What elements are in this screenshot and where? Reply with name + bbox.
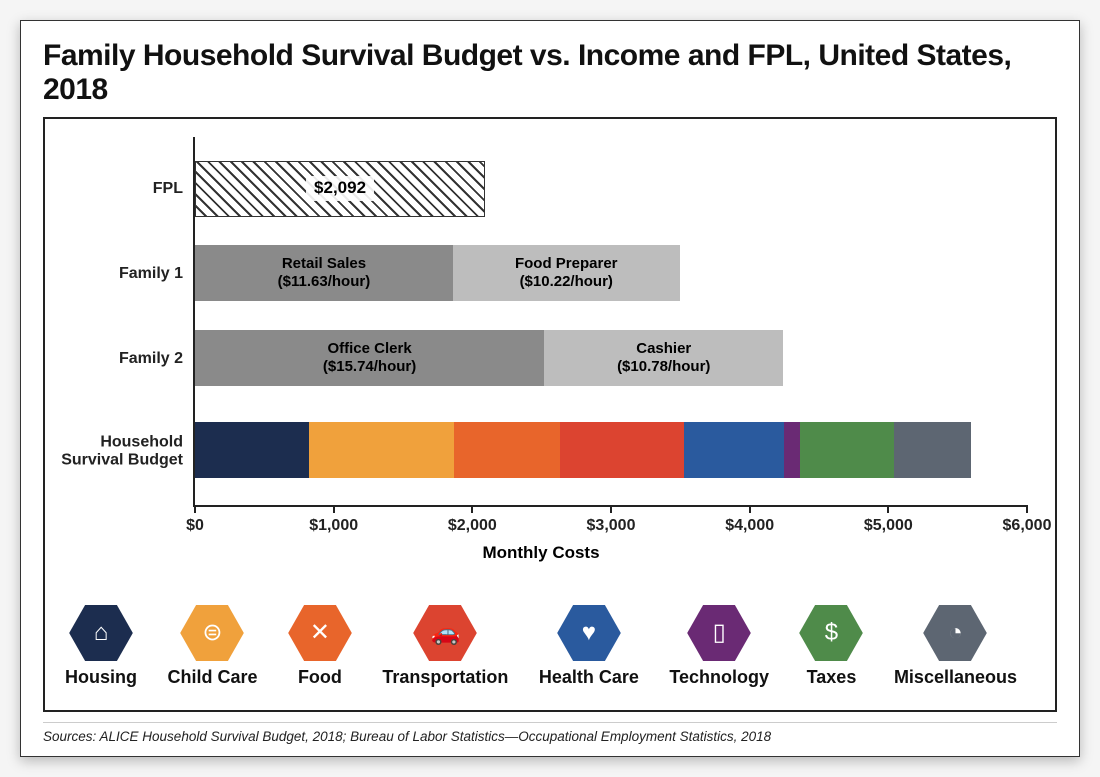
legend-hex-icon: ◔	[923, 605, 987, 661]
legend-label: Taxes	[807, 667, 857, 688]
legend-hex-icon: ▯	[687, 605, 751, 661]
bar-segment	[309, 422, 455, 478]
legend-item: 🚗 Transportation	[382, 605, 508, 688]
legend-item: ◔ Miscellaneous	[894, 605, 1017, 688]
legend-item: $ Taxes	[799, 605, 863, 688]
legend-item: ♥ Health Care	[539, 605, 639, 688]
legend-label: Child Care	[167, 667, 257, 688]
legend-hex-icon: ⊜	[180, 605, 244, 661]
x-tick	[610, 505, 612, 513]
y-axis-label: Family 1	[119, 265, 183, 283]
legend-item: ⊜ Child Care	[167, 605, 257, 688]
x-tick	[194, 505, 196, 513]
legend-hex-icon: ✕	[288, 605, 352, 661]
bar-segment: Cashier($10.78/hour)	[544, 330, 783, 386]
y-axis-label: FPL	[153, 180, 183, 198]
legend: ⌂ Housing ⊜ Child Care ✕ Food 🚗 Transportation ♥…	[55, 605, 1027, 688]
bar-segment	[800, 422, 894, 478]
legend-label: Technology	[669, 667, 769, 688]
bar-segment	[784, 422, 799, 478]
bar-segment: Office Clerk($15.74/hour)	[195, 330, 544, 386]
legend-hex-icon: $	[799, 605, 863, 661]
legend-label: Food	[298, 667, 342, 688]
legend-item: ✕ Food	[288, 605, 352, 688]
bar-row-fpl: $2,092	[195, 161, 485, 217]
x-axis: $0$1,000$2,000$3,000$4,000$5,000$6,000	[55, 511, 1027, 539]
legend-label: Housing	[65, 667, 137, 688]
bar-segment	[454, 422, 559, 478]
bar-segment	[894, 422, 972, 478]
legend-hex-icon: 🚗	[413, 605, 477, 661]
y-axis-label: Family 2	[119, 350, 183, 368]
x-axis-title: Monthly Costs	[55, 543, 1027, 563]
x-tick-label: $1,000	[309, 517, 358, 535]
bar-segment: $2,092	[195, 161, 485, 217]
legend-label: Miscellaneous	[894, 667, 1017, 688]
x-tick	[471, 505, 473, 513]
y-axis-labels: FPL Family 1 Family 2 HouseholdSurvival Bud…	[55, 137, 195, 507]
x-tick	[333, 505, 335, 513]
legend-item: ▯ Technology	[669, 605, 769, 688]
bar-segment: Retail Sales($11.63/hour)	[195, 245, 453, 301]
x-tick	[887, 505, 889, 513]
bar-row-family2: Office Clerk($15.74/hour)Cashier($10.78/…	[195, 330, 783, 386]
bar-segment: Food Preparer($10.22/hour)	[453, 245, 680, 301]
x-tick-label: $6,000	[1003, 517, 1052, 535]
x-tick	[1026, 505, 1028, 513]
bar-segment	[560, 422, 685, 478]
y-axis-label: HouseholdSurvival Budget	[61, 433, 183, 470]
plot-area: FPL Family 1 Family 2 HouseholdSurvival Bud…	[55, 137, 1027, 507]
legend-item: ⌂ Housing	[65, 605, 137, 688]
bar-segment	[684, 422, 784, 478]
legend-hex-icon: ♥	[557, 605, 621, 661]
x-tick-label: $2,000	[448, 517, 497, 535]
legend-label: Transportation	[382, 667, 508, 688]
legend-label: Health Care	[539, 667, 639, 688]
bars-area: $2,092 Retail Sales($11.63/hour)Food Prep…	[195, 137, 1027, 507]
x-tick-label: $3,000	[587, 517, 636, 535]
x-tick-label: $0	[186, 517, 204, 535]
bar-row-budget	[195, 422, 972, 478]
legend-hex-icon: ⌂	[69, 605, 133, 661]
chart-title: Family Household Survival Budget vs. Inc…	[43, 39, 1057, 107]
bar-row-family1: Retail Sales($11.63/hour)Food Preparer($…	[195, 245, 680, 301]
bar-segment	[195, 422, 309, 478]
x-tick	[749, 505, 751, 513]
x-axis-ticks: $0$1,000$2,000$3,000$4,000$5,000$6,000	[195, 511, 1027, 539]
chart-card: Family Household Survival Budget vs. Inc…	[20, 20, 1080, 757]
x-tick-label: $4,000	[725, 517, 774, 535]
chart-box: FPL Family 1 Family 2 HouseholdSurvival Bud…	[43, 117, 1057, 712]
x-tick-label: $5,000	[864, 517, 913, 535]
